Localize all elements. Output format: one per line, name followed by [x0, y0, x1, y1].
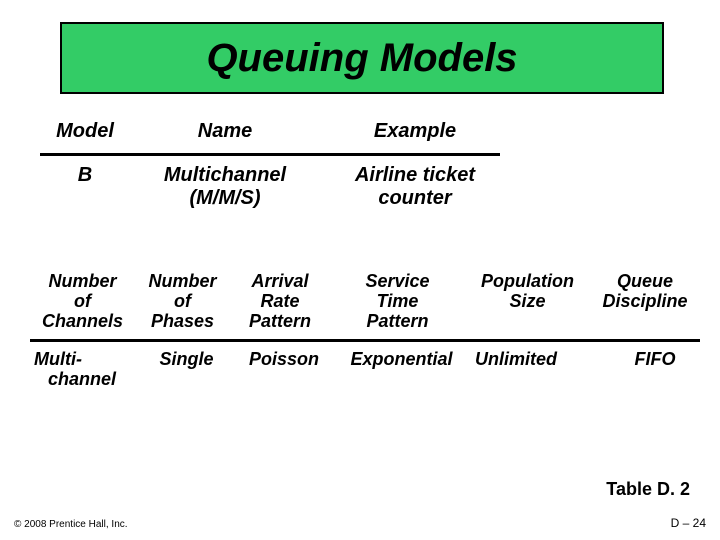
hdr-queue-l1: Queue	[590, 272, 700, 292]
table1-header-row: Model Name Example	[40, 120, 510, 149]
hdr-queue-l2: Discipline	[590, 292, 700, 312]
table2-header-arrival: Arrival Rate Pattern	[230, 272, 330, 331]
table1-cell-name: Multichannel (M/M/S)	[130, 164, 320, 210]
table2-data-row: Multi- channel Single Poisson Exponentia…	[30, 350, 710, 390]
table2-rule	[30, 339, 700, 342]
model-summary-table: Model Name Example B Multichannel (M/M/S…	[40, 120, 510, 210]
table1-header-model: Model	[40, 120, 130, 143]
table2-cell-phases: Single	[139, 350, 234, 390]
table2-cell-population: Unlimited	[469, 350, 600, 390]
row-channels-l1: Multi-	[34, 350, 139, 370]
table1-name-line2: (M/M/S)	[130, 187, 320, 210]
table2-cell-queue: FIFO	[600, 350, 710, 390]
slide-title-text: Queuing Models	[206, 36, 517, 81]
copyright: © 2008 Prentice Hall, Inc.	[14, 519, 128, 530]
hdr-service-l3: Pattern	[330, 312, 465, 332]
hdr-arrival-l1: Arrival	[230, 272, 330, 292]
hdr-phases-l3: Phases	[135, 312, 230, 332]
table1-example-line1: Airline ticket	[320, 164, 510, 187]
table1-cell-model: B	[40, 164, 130, 210]
slide-title: Queuing Models	[60, 22, 664, 94]
hdr-phases-l1: Number	[135, 272, 230, 292]
page-number: D – 24	[671, 516, 706, 530]
table2-header-service: Service Time Pattern	[330, 272, 465, 331]
hdr-pop-l2: Size	[465, 292, 590, 312]
table2-cell-channels: Multi- channel	[30, 350, 139, 390]
hdr-arrival-l2: Rate	[230, 292, 330, 312]
hdr-service-l2: Time	[330, 292, 465, 312]
table2-header-phases: Number of Phases	[135, 272, 230, 331]
table2-cell-arrival: Poisson	[234, 350, 334, 390]
hdr-channels-l2: of	[30, 292, 135, 312]
table1-cell-example: Airline ticket counter	[320, 164, 510, 210]
table2-header-queue: Queue Discipline	[590, 272, 700, 331]
table1-data-row: B Multichannel (M/M/S) Airline ticket co…	[40, 164, 510, 210]
hdr-phases-l2: of	[135, 292, 230, 312]
row-channels-l2: channel	[34, 370, 139, 390]
table1-header-example: Example	[320, 120, 510, 143]
table1-header-name: Name	[130, 120, 320, 143]
hdr-pop-l1: Population	[465, 272, 590, 292]
table1-rule	[40, 153, 500, 156]
table2-cell-service: Exponential	[334, 350, 469, 390]
hdr-channels-l1: Number	[30, 272, 135, 292]
table-label: Table D. 2	[606, 479, 690, 500]
hdr-channels-l3: Channels	[30, 312, 135, 332]
hdr-arrival-l3: Pattern	[230, 312, 330, 332]
model-detail-table: Number of Channels Number of Phases Arri…	[30, 272, 710, 390]
table2-header-row: Number of Channels Number of Phases Arri…	[30, 272, 710, 335]
table2-header-population: Population Size	[465, 272, 590, 331]
hdr-service-l1: Service	[330, 272, 465, 292]
table1-example-line2: counter	[320, 187, 510, 210]
table2-header-channels: Number of Channels	[30, 272, 135, 331]
table1-name-line1: Multichannel	[130, 164, 320, 187]
